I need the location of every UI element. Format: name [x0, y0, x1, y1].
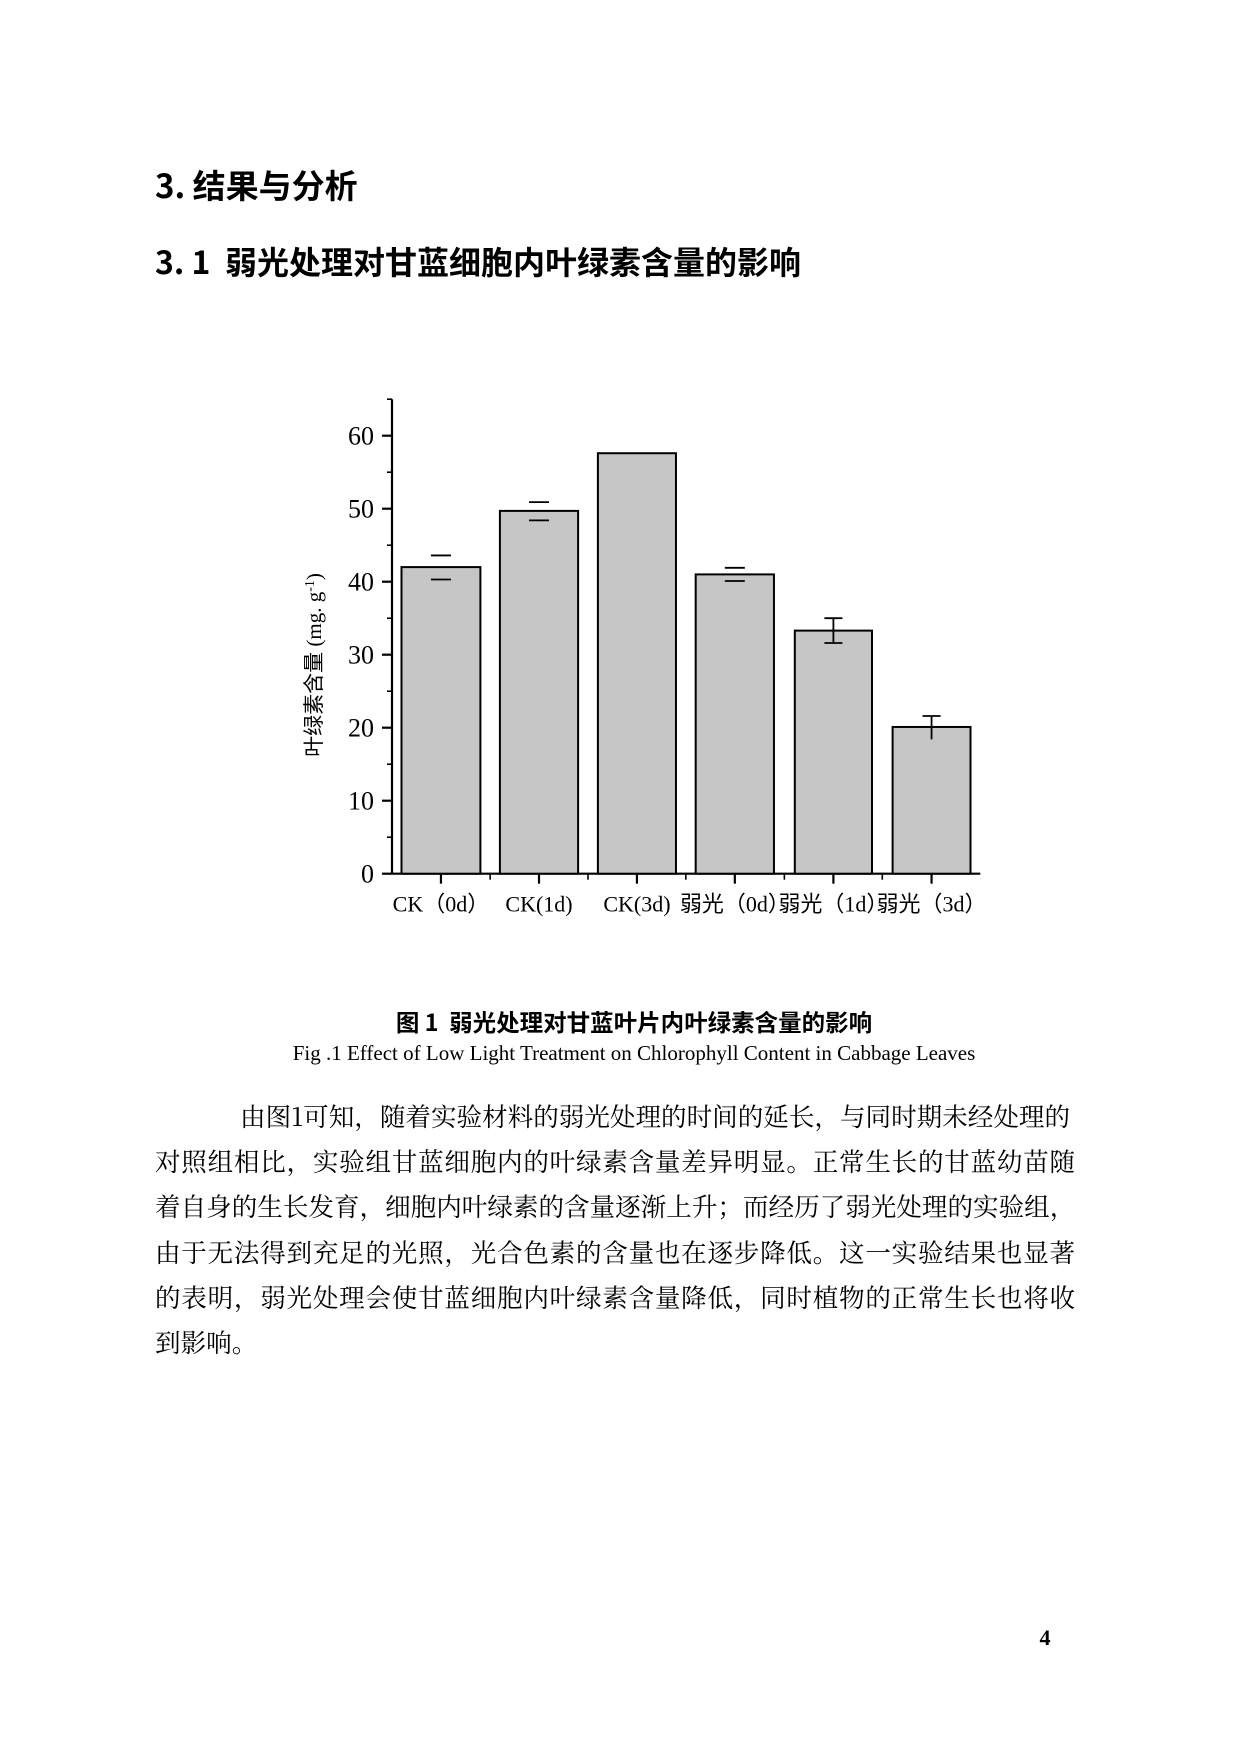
svg-text:0: 0	[361, 860, 374, 889]
svg-text:弱光（3d）: 弱光（3d）	[877, 892, 987, 917]
svg-text:CK(3d): CK(3d)	[603, 892, 670, 917]
svg-text:弱光（1d）: 弱光（1d）	[778, 892, 888, 917]
svg-text:叶绿素含量 (mg. g-1): 叶绿素含量 (mg. g-1)	[302, 573, 326, 757]
svg-text:20: 20	[348, 714, 374, 743]
svg-text:50: 50	[348, 495, 374, 524]
svg-text:CK（0d）: CK（0d）	[393, 892, 490, 917]
svg-text:40: 40	[348, 568, 374, 597]
svg-text:30: 30	[348, 641, 374, 670]
svg-text:CK(1d): CK(1d)	[505, 892, 572, 917]
svg-text:60: 60	[348, 422, 374, 451]
svg-text:10: 10	[348, 787, 374, 816]
svg-text:弱光（0d）: 弱光（0d）	[680, 892, 790, 917]
